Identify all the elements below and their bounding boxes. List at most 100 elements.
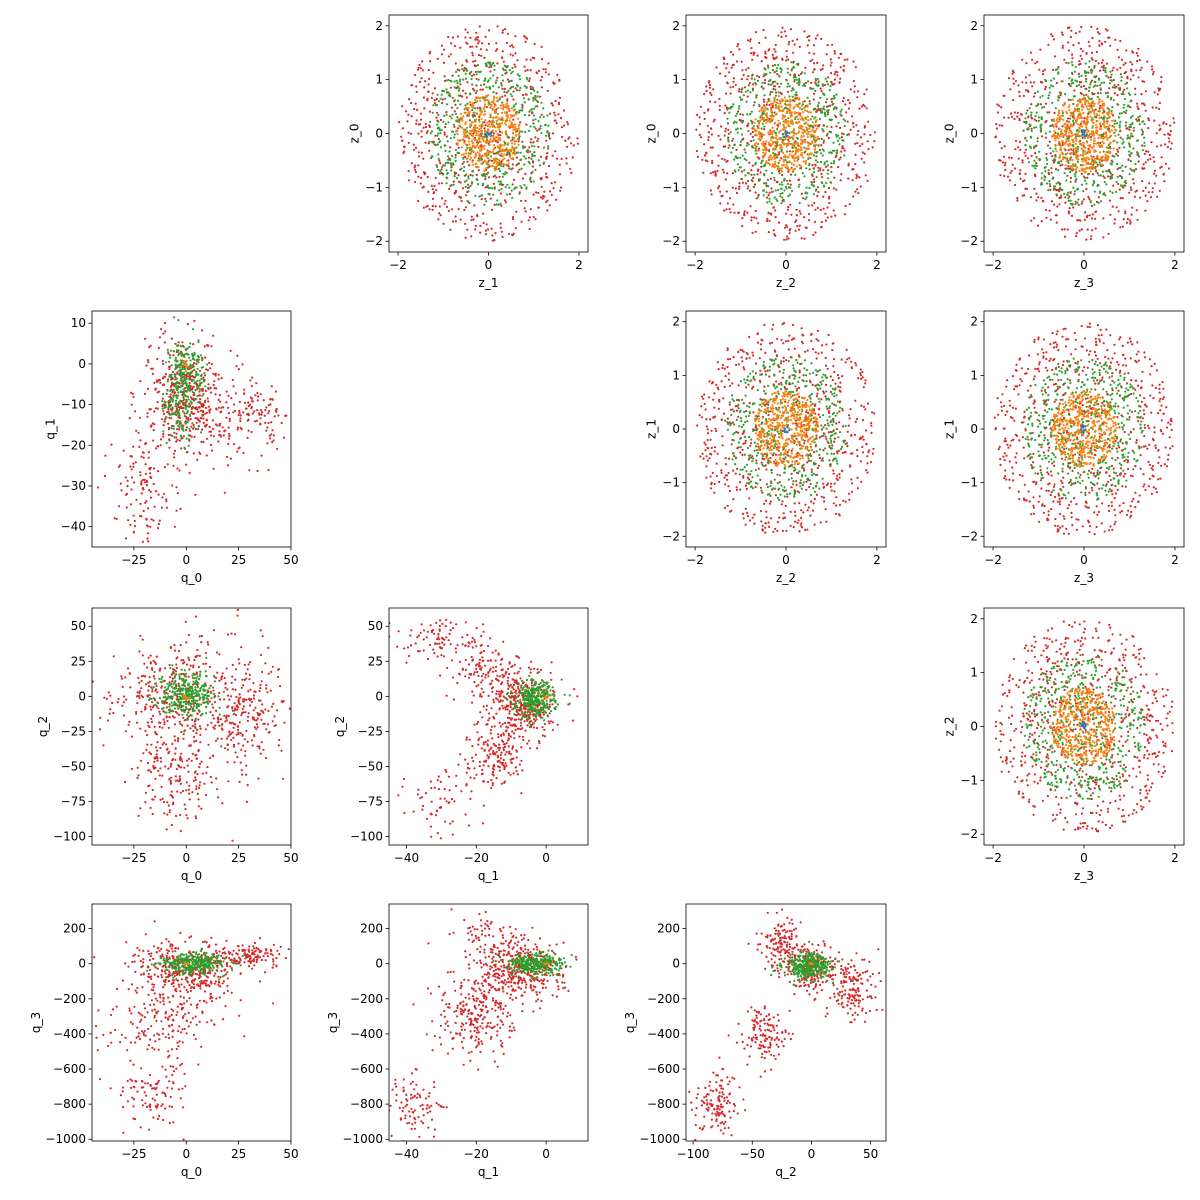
point-level_2 [814, 129, 817, 132]
point-level_3 [1128, 93, 1131, 96]
point-level_4 [558, 173, 562, 176]
point-level_4 [414, 168, 417, 171]
point-level_4 [476, 38, 479, 41]
point-level_4 [1131, 51, 1135, 54]
point-level_2 [491, 150, 494, 154]
point-level_2 [468, 112, 471, 115]
point-level_2 [1095, 158, 1099, 161]
point-level_2 [1056, 117, 1059, 120]
point-level_4 [514, 87, 517, 90]
point-level_2 [498, 123, 501, 126]
point-level_2 [1095, 142, 1098, 145]
point-level_2 [1088, 133, 1092, 136]
point-level_3 [805, 167, 808, 170]
point-level_3 [1060, 92, 1063, 95]
point-level_4 [1070, 148, 1073, 151]
point-level_3 [767, 158, 771, 162]
point-level_2 [501, 122, 504, 125]
point-level_3 [1061, 80, 1064, 83]
point-level_3 [737, 169, 740, 172]
point-level_3 [523, 163, 526, 166]
point-level_3 [780, 68, 783, 71]
point-level_4 [764, 52, 767, 55]
point-level_3 [1047, 97, 1050, 100]
point-level_4 [822, 207, 825, 210]
point-level_4 [786, 208, 790, 211]
point-level_4 [546, 209, 549, 212]
point-level_4 [1024, 154, 1027, 157]
point-level_4 [764, 50, 767, 53]
point-level_4 [751, 87, 755, 90]
point-level_2 [1057, 114, 1060, 117]
point-level_4 [464, 36, 467, 39]
point-level_3 [730, 151, 733, 154]
point-level_2 [767, 119, 770, 122]
point-level_2 [771, 142, 774, 145]
point-level_3 [746, 187, 749, 190]
point-level_4 [548, 137, 551, 140]
point-level_3 [727, 107, 730, 110]
point-level_3 [793, 78, 796, 81]
point-level_3 [1109, 172, 1112, 175]
point-level_2 [508, 107, 511, 111]
point-level_3 [1116, 141, 1119, 144]
point-level_4 [527, 219, 530, 222]
point-level_2 [781, 170, 784, 173]
point-level_3 [1122, 106, 1125, 109]
point-level_3 [1028, 123, 1031, 126]
point-level_2 [779, 129, 782, 132]
point-level_4 [1031, 85, 1034, 88]
point-level_3 [1108, 108, 1111, 111]
point-level_3 [826, 172, 829, 175]
point-level_4 [530, 138, 533, 141]
point-level_2 [801, 131, 804, 134]
point-level_4 [531, 160, 535, 163]
point-level_3 [1024, 143, 1027, 147]
point-level_4 [1132, 129, 1135, 132]
point-level_4 [1163, 180, 1166, 183]
point-level_4 [422, 206, 425, 209]
point-level_2 [1088, 105, 1091, 108]
point-level_4 [1142, 163, 1145, 166]
point-level_3 [1128, 145, 1131, 148]
point-level_4 [560, 157, 563, 161]
point-level_4 [1135, 52, 1138, 55]
point-level_3 [547, 124, 550, 127]
point-level_4 [510, 44, 514, 47]
point-level_2 [1110, 119, 1114, 122]
point-level_4 [1131, 206, 1134, 209]
point-level_4 [787, 205, 790, 209]
point-level_2 [1079, 134, 1082, 138]
point-level_2 [1063, 101, 1066, 105]
point-level_3 [791, 95, 794, 98]
point-level_4 [1059, 164, 1062, 167]
point-level_4 [1126, 217, 1129, 221]
point-level_2 [800, 142, 803, 145]
point-level_4 [417, 123, 421, 126]
point-level_4 [857, 129, 860, 133]
point-level_4 [1144, 161, 1147, 164]
point-level_2 [781, 109, 784, 112]
point-level_2 [1093, 162, 1096, 165]
point-level_3 [833, 97, 836, 100]
point-level_2 [511, 145, 514, 148]
point-level_4 [1052, 38, 1056, 41]
point-level_4 [768, 48, 771, 51]
point-level_3 [784, 106, 788, 109]
point-level_4 [1049, 152, 1052, 155]
point-level_3 [790, 189, 794, 192]
point-level_3 [1099, 87, 1102, 90]
point-level_2 [495, 162, 499, 165]
point-level_4 [814, 208, 817, 211]
point-level_4 [814, 81, 817, 84]
point-level_3 [547, 132, 550, 135]
point-level_4 [758, 41, 761, 45]
point-level_3 [816, 186, 820, 189]
point-level_4 [1069, 35, 1072, 39]
point-level_4 [1116, 150, 1120, 153]
point-level_4 [1064, 196, 1067, 199]
point-level_4 [558, 96, 562, 99]
point-level_2 [1098, 134, 1101, 137]
point-level_3 [515, 102, 518, 105]
point-level_3 [798, 79, 801, 82]
